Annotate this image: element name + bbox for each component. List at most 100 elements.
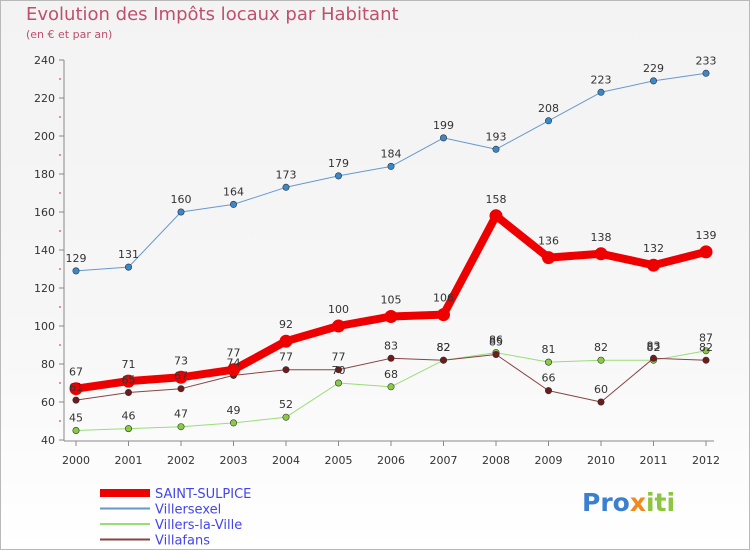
x-tick-label: 2006 [377, 454, 405, 467]
data-label-villersexel: 199 [433, 119, 454, 132]
data-label-villafans: 65 [122, 374, 136, 387]
data-point-villersexel [649, 77, 657, 85]
data-point-villafans [597, 398, 605, 406]
data-label-villafans: 61 [69, 381, 83, 394]
data-point-villafans [544, 387, 552, 395]
chart-title: Evolution des Impôts locaux par Habitant [26, 4, 399, 25]
data-label-villafans: 66 [542, 372, 556, 385]
data-label-saint-sulpice: 106 [433, 292, 454, 305]
data-point-villers-la-ville [282, 413, 290, 421]
data-label-villersexel: 179 [328, 157, 349, 170]
legend-label: SAINT-SULPICE [155, 487, 251, 502]
data-label-villers-la-ville: 52 [279, 398, 293, 411]
axes: 40 60 80 100 120 140 160 180 200 220 240 2000 2001 20… [34, 54, 720, 467]
y-tick-label: 180 [34, 168, 55, 181]
y-tick-label: 60 [41, 396, 55, 409]
data-label-villafans: 74 [227, 356, 241, 369]
series-line-villers-la-ville [75, 350, 707, 431]
data-label-villers-la-ville: 81 [542, 343, 556, 356]
data-label-villafans: 77 [332, 351, 346, 364]
data-label-villafans: 82 [699, 341, 713, 354]
y-tick-label: 240 [34, 54, 55, 67]
data-label-villersexel: 160 [171, 193, 192, 206]
value-labels: 129 131 160 164 173 179 184 199 193 208 223 229 233 4… [66, 54, 717, 424]
y-tick-label: 200 [34, 130, 55, 143]
data-label-villersexel: 173 [276, 168, 297, 181]
data-label-saint-sulpice: 92 [279, 318, 293, 331]
data-label-villers-la-ville: 49 [227, 404, 241, 417]
x-tick-label: 2005 [325, 454, 353, 467]
data-point-villafans [177, 385, 185, 393]
data-label-villers-la-ville: 86 [489, 334, 503, 347]
data-point-villersexel [439, 134, 447, 142]
data-point-villers-la-ville [125, 425, 133, 433]
data-label-villersexel: 193 [486, 130, 507, 143]
data-point-saint-sulpice [279, 334, 293, 348]
data-point-villers-la-ville [177, 423, 185, 431]
data-point-villers-la-ville [230, 419, 238, 427]
data-point-villersexel [492, 145, 500, 153]
data-label-villers-la-ville: 47 [174, 408, 188, 421]
proxiti-logo: Proxiti [582, 488, 676, 517]
data-label-villers-la-ville: 82 [647, 341, 661, 354]
data-point-villers-la-ville [597, 356, 605, 364]
x-tick-label: 2001 [115, 454, 143, 467]
data-label-saint-sulpice: 77 [227, 347, 241, 360]
x-tick-label: 2003 [220, 454, 248, 467]
data-point-villafans [125, 388, 133, 396]
data-point-villafans [72, 396, 80, 404]
data-label-villersexel: 223 [591, 73, 612, 86]
data-label-saint-sulpice: 139 [696, 229, 717, 242]
legend-label: Villersexel [155, 503, 221, 518]
data-label-villers-la-ville: 68 [384, 368, 398, 381]
data-point-villers-la-ville [702, 347, 710, 355]
data-point-villers-la-ville [544, 358, 552, 366]
data-point-villers-la-ville [72, 426, 80, 434]
series-layer [69, 69, 713, 434]
y-tick-label: 160 [34, 206, 55, 219]
data-point-villafans [387, 354, 395, 362]
data-point-saint-sulpice [332, 319, 345, 333]
data-label-villafans: 83 [384, 339, 398, 352]
data-label-villafans: 85 [489, 336, 503, 349]
data-label-villersexel: 164 [223, 185, 244, 198]
data-label-villafans: 82 [437, 341, 451, 354]
x-tick-label: 2000 [62, 454, 90, 467]
data-point-villafans [649, 354, 657, 362]
data-point-villersexel [72, 267, 80, 275]
x-tick-label: 2009 [535, 454, 563, 467]
data-point-villersexel [544, 117, 552, 125]
series-line-villersexel [75, 72, 707, 272]
y-tick-label: 40 [41, 434, 55, 447]
data-point-villafans [702, 356, 710, 364]
data-label-villers-la-ville: 82 [437, 341, 451, 354]
data-label-villafans: 67 [174, 370, 188, 383]
data-label-saint-sulpice: 158 [486, 193, 507, 206]
data-point-villers-la-ville [387, 383, 395, 391]
data-label-villers-la-ville: 82 [594, 341, 608, 354]
data-point-villersexel [177, 208, 185, 216]
data-point-saint-sulpice [174, 370, 188, 384]
data-point-saint-sulpice [437, 308, 450, 322]
data-point-villersexel [597, 88, 605, 96]
legend-label: Villafans [155, 534, 210, 549]
data-label-villafans: 60 [594, 383, 608, 396]
data-label-saint-sulpice: 105 [381, 294, 402, 307]
legend: SAINT-SULPICEVillersexelVillers-la-Ville… [100, 487, 251, 549]
data-label-villersexel: 233 [696, 54, 717, 67]
data-label-saint-sulpice: 136 [538, 235, 559, 248]
data-point-villersexel [125, 263, 133, 271]
y-tick-label: 80 [41, 358, 55, 371]
chart-subtitle: (en € et par an) [26, 28, 113, 41]
y-tick-label: 220 [34, 92, 55, 105]
x-tick-label: 2010 [587, 454, 615, 467]
y-tick-label: 100 [34, 320, 55, 333]
data-point-saint-sulpice [542, 251, 555, 265]
data-point-saint-sulpice [69, 382, 83, 396]
data-point-saint-sulpice [647, 258, 660, 272]
data-label-villersexel: 229 [643, 62, 664, 75]
data-point-villersexel [387, 162, 395, 170]
data-point-villafans [439, 356, 447, 364]
